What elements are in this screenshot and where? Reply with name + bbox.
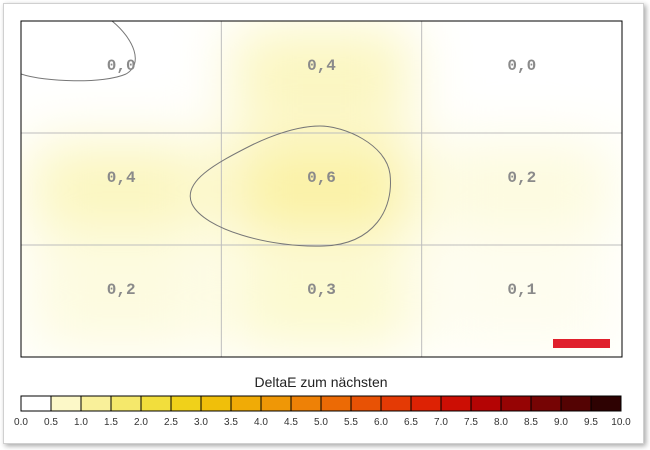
colorbar-tick-label: 3.5 <box>224 417 238 428</box>
colorbar-segment <box>21 396 52 411</box>
colorbar-segment <box>261 396 292 411</box>
colorbar-tick-label: 0.0 <box>14 417 28 428</box>
colorbar-tick-label: 2.0 <box>134 417 148 428</box>
colorbar-tick-label: 1.0 <box>74 417 88 428</box>
colorbar-segment <box>441 396 472 411</box>
contour-top-left <box>21 21 136 82</box>
colorbar-tick-label: 10.0 <box>611 417 631 428</box>
cell-label-2-1: 0,3 <box>307 281 336 299</box>
colorbar-segment <box>171 396 202 411</box>
contour-center <box>189 125 391 247</box>
colorbar-tick-label: 6.5 <box>404 417 418 428</box>
colorbar-tick-label: 4.5 <box>284 417 298 428</box>
heat-blobs <box>31 29 612 349</box>
colorbar-segment <box>411 396 442 411</box>
colorbar-segment <box>81 396 112 411</box>
colorbar-tick-label: 7.0 <box>434 417 448 428</box>
heat-layer <box>21 21 622 357</box>
cell-label-0-2: 0,0 <box>507 57 536 75</box>
colorbar-segment <box>531 396 562 411</box>
colorbar-segment <box>231 396 262 411</box>
colorbar-tick-label: 1.5 <box>104 417 118 428</box>
cell-label-0-1: 0,4 <box>307 57 336 75</box>
colorbar-segment <box>471 396 502 411</box>
colorbar-tick-label: 3.0 <box>194 417 208 428</box>
cell-label-2-2: 0,1 <box>507 281 536 299</box>
heat-cell-2-1 <box>231 253 412 349</box>
colorbar-segment <box>351 396 382 411</box>
colorbar-segment <box>51 396 82 411</box>
heat-cell-0-2 <box>431 29 612 125</box>
colorbar-segment <box>201 396 232 411</box>
colorbar-tick-label: 8.0 <box>494 417 508 428</box>
red-marker <box>553 339 610 348</box>
heat-cell-1-1 <box>231 141 412 237</box>
heat-cell-2-0 <box>31 253 212 349</box>
colorbar-tick-label: 5.5 <box>344 417 358 428</box>
grid-lines <box>21 21 622 357</box>
colorbar-tick-label: 5.0 <box>314 417 328 428</box>
colorbar-tick-label: 9.0 <box>554 417 568 428</box>
cell-labels: 0,0 0,4 0,0 0,4 0,6 0,2 0,2 0,3 0,1 <box>107 57 536 299</box>
heat-cell-1-2 <box>431 141 612 237</box>
colorbar-tick-label: 6.0 <box>374 417 388 428</box>
deltae-heatmap-chart: 0,0 0,4 0,0 0,4 0,6 0,2 0,2 0,3 0,1 DeltaE zum n… <box>14 20 631 428</box>
chart-frame: 0,0 0,4 0,0 0,4 0,6 0,2 0,2 0,3 0,1 DeltaE zum n… <box>3 3 644 444</box>
cell-label-0-0: 0,0 <box>107 57 136 75</box>
colorbar-tick-label: 8.5 <box>524 417 538 428</box>
colorbar-segment <box>381 396 412 411</box>
colorbar-segment <box>591 396 622 411</box>
colorbar-segment <box>561 396 592 411</box>
colorbar-tick-label: 9.5 <box>584 417 598 428</box>
colorbar-title: DeltaE zum nächsten <box>254 374 387 390</box>
cell-label-2-0: 0,2 <box>107 281 136 299</box>
cell-label-1-0: 0,4 <box>107 169 136 187</box>
colorbar-segment <box>501 396 532 411</box>
heat-cell-0-0 <box>31 29 212 125</box>
colorbar: 0.0 0.5 1.0 1.5 2.0 2.5 3.0 3.5 4.0 4.5 5.0 5.5 6.0 6… <box>14 395 631 428</box>
colorbar-segment <box>321 396 352 411</box>
cell-label-1-2: 0,2 <box>507 169 536 187</box>
colorbar-tick-label: 4.0 <box>254 417 268 428</box>
heat-cell-0-1 <box>231 29 412 125</box>
colorbar-segment <box>111 396 142 411</box>
cell-label-1-1: 0,6 <box>307 169 336 187</box>
colorbar-tick-label: 2.5 <box>164 417 178 428</box>
colorbar-tick-label: 0.5 <box>44 417 58 428</box>
contour-lines <box>21 21 391 247</box>
colorbar-segment <box>141 396 172 411</box>
plot-border <box>20 20 623 358</box>
heat-cell-1-0 <box>31 141 212 237</box>
colorbar-tick-label: 7.5 <box>464 417 478 428</box>
heat-cell-2-2 <box>431 253 612 349</box>
colorbar-segment <box>291 396 322 411</box>
